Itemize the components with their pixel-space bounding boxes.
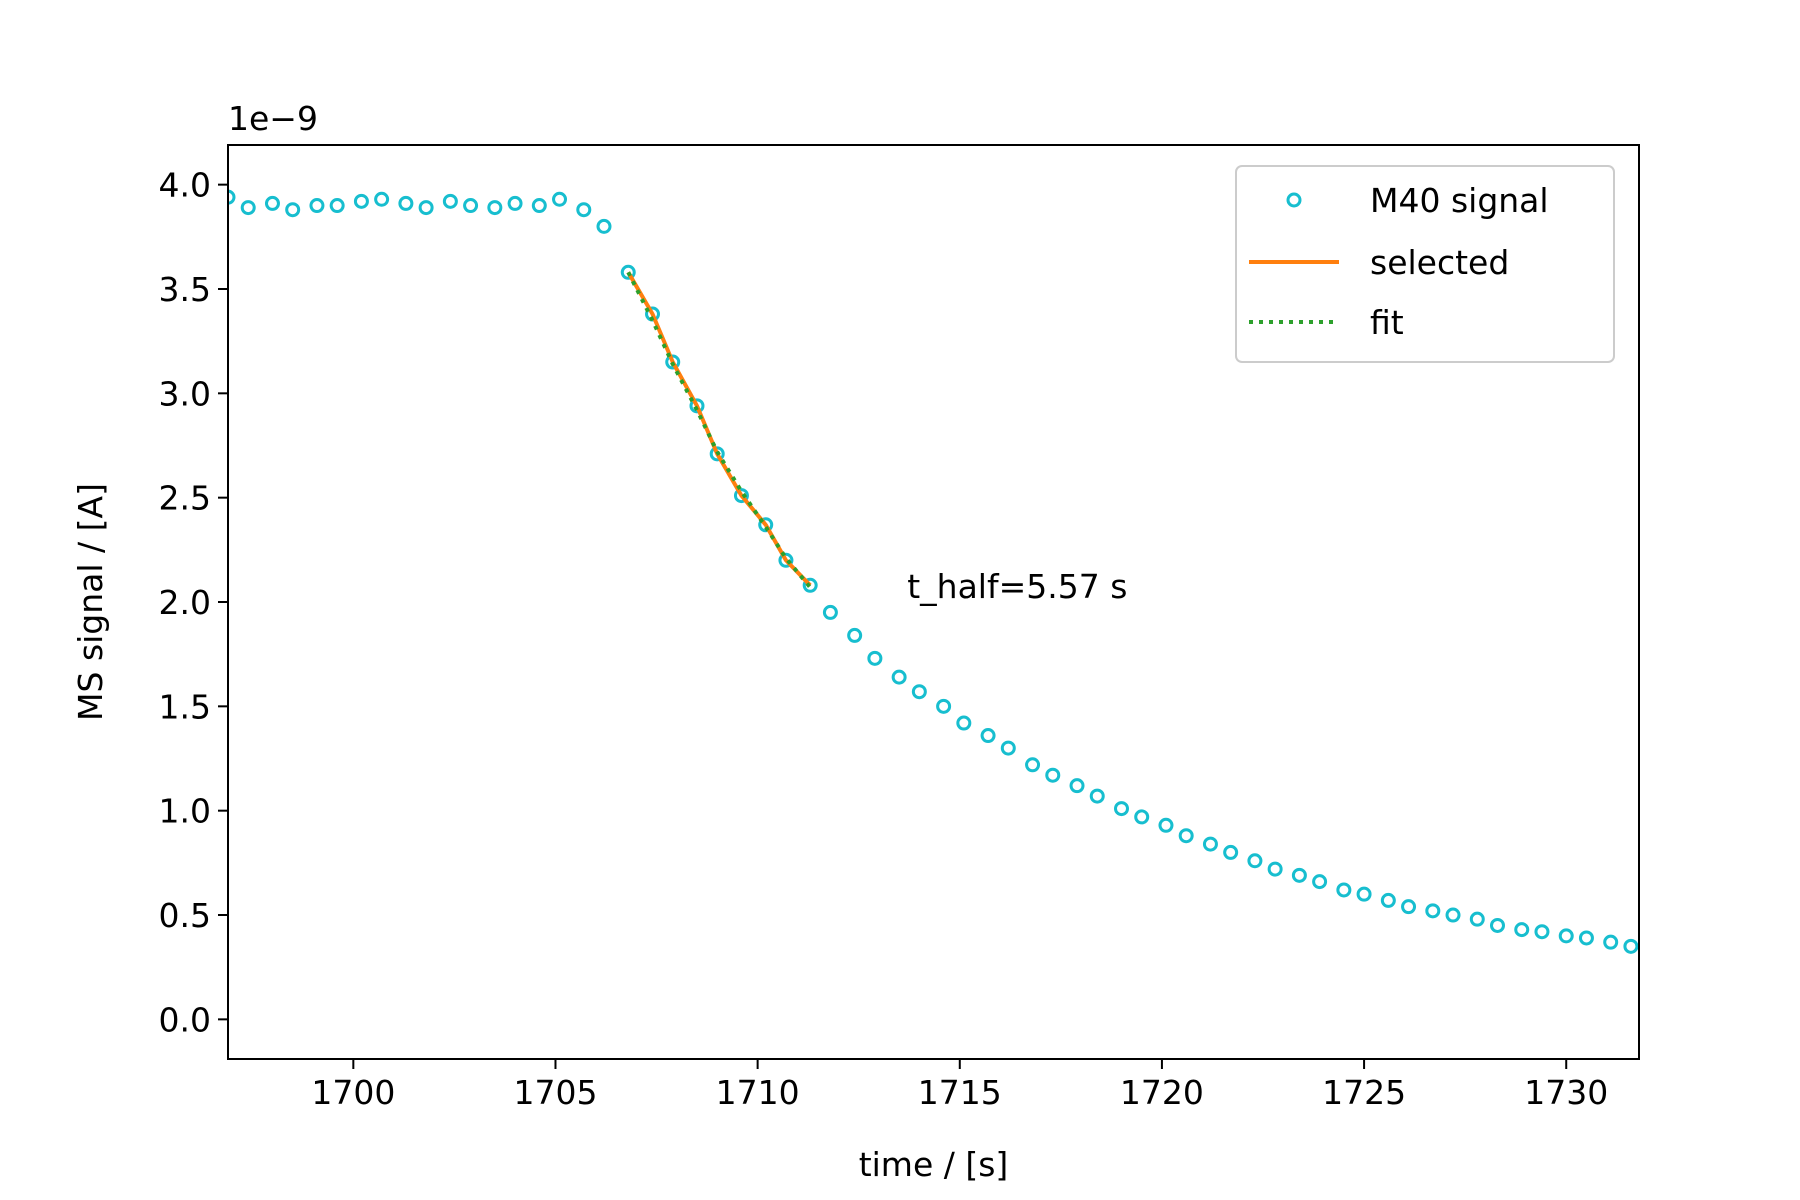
m40-signal-point xyxy=(1247,853,1263,869)
x-axis-label: time / [s] xyxy=(859,1145,1009,1184)
legend-marker-m40-signal xyxy=(1286,192,1302,208)
y-tick-label: 2.5 xyxy=(159,479,211,518)
m40-signal-point xyxy=(802,577,818,593)
m40-signal-point xyxy=(1425,903,1441,919)
m40-signal-point xyxy=(891,669,907,685)
y-tick-label: 3.5 xyxy=(159,270,211,309)
m40-signal-point xyxy=(936,698,952,714)
m40-signal-point xyxy=(1603,934,1619,950)
y-tick-label: 0.5 xyxy=(159,896,211,935)
x-tick-label: 1710 xyxy=(716,1073,800,1112)
m40-signal-point xyxy=(1045,767,1061,783)
m40-signal-point xyxy=(1000,740,1016,756)
m40-signal-point xyxy=(374,191,390,207)
m40-signal-point xyxy=(240,200,256,216)
m40-signal-point xyxy=(1267,861,1283,877)
m40-signal-point xyxy=(980,728,996,744)
m40-signal-point xyxy=(1445,907,1461,923)
m40-signal-point xyxy=(552,191,568,207)
legend-box xyxy=(1235,165,1615,363)
x-tick-label: 1715 xyxy=(918,1073,1002,1112)
m40-signal-point xyxy=(1069,778,1085,794)
m40-signal-point xyxy=(1356,886,1372,902)
m40-signal-point xyxy=(620,264,636,280)
m40-signal-point xyxy=(1489,917,1505,933)
m40-signal-point xyxy=(1380,892,1396,908)
m40-signal-point xyxy=(285,202,301,218)
x-tick-label: 1700 xyxy=(311,1073,395,1112)
m40-signal-point xyxy=(1578,930,1594,946)
m40-signal-point xyxy=(956,715,972,731)
legend: M40 signal selected fit xyxy=(1235,165,1615,363)
legend-label-m40-signal: M40 signal xyxy=(1370,181,1549,220)
m40-signal-point xyxy=(596,218,612,234)
m40-signal-point xyxy=(228,189,236,205)
y-axis: 0.0 0.5 1.0 1.5 2.0 2.5 3.0 3.5 4.0 xyxy=(159,166,228,1039)
m40-signal-point xyxy=(442,193,458,209)
m40-signal-point xyxy=(1158,817,1174,833)
m40-signal-point xyxy=(1336,882,1352,898)
m40-signal-point xyxy=(911,684,927,700)
x-tick-label: 1730 xyxy=(1524,1073,1608,1112)
m40-signal-point xyxy=(1534,924,1550,940)
x-axis: 1700 1705 1710 1715 1720 1725 1730 xyxy=(311,1059,1608,1112)
m40-signal-point xyxy=(1025,757,1041,773)
m40-signal-point xyxy=(1558,928,1574,944)
m40-signal-point xyxy=(1223,844,1239,860)
m40-signal-point xyxy=(758,517,774,533)
m40-signal-point xyxy=(531,198,547,214)
x-tick-label: 1705 xyxy=(513,1073,597,1112)
m40-signal-point xyxy=(867,650,883,666)
m40-signal-point xyxy=(1401,899,1417,915)
y-axis-label: MS signal / [A] xyxy=(71,483,110,721)
m40-signal-point xyxy=(1113,801,1129,817)
m40-signal-point xyxy=(1469,911,1485,927)
m40-signal-point xyxy=(1202,836,1218,852)
m40-signal-point xyxy=(1291,867,1307,883)
x-tick-label: 1720 xyxy=(1120,1073,1204,1112)
m40-signal-point xyxy=(576,202,592,218)
m40-signal-point xyxy=(264,195,280,211)
m40-signal-point xyxy=(463,198,479,214)
m40-signal-point xyxy=(1312,874,1328,890)
m40-signal-point xyxy=(353,193,369,209)
y-tick-label: 1.0 xyxy=(159,792,211,831)
m40-signal-point xyxy=(507,195,523,211)
m40-signal-point xyxy=(329,198,345,214)
m40-signal-point xyxy=(1178,828,1194,844)
data-layer xyxy=(228,189,1639,954)
m40-signal-point xyxy=(1623,938,1639,954)
m40-signal-point xyxy=(1089,788,1105,804)
m40-signal-point xyxy=(689,398,705,414)
legend-label-fit: fit xyxy=(1370,303,1404,342)
m40-signal-point xyxy=(709,446,725,462)
m40-signal-point xyxy=(822,604,838,620)
m40-signal-point xyxy=(398,195,414,211)
y-tick-label: 2.0 xyxy=(159,583,211,622)
m40-signal-point xyxy=(1514,922,1530,938)
fit-line xyxy=(626,271,812,589)
m40-signal-point xyxy=(665,354,681,370)
m40-signal-point xyxy=(1134,809,1150,825)
y-tick-label: 0.0 xyxy=(159,1000,211,1039)
m40-signal-point xyxy=(487,200,503,216)
y-offset-label: 1e−9 xyxy=(228,99,318,138)
m40-signal-point xyxy=(309,198,325,214)
legend-label-selected: selected xyxy=(1370,243,1509,282)
annotation-t-half: t_half=5.57 s xyxy=(907,567,1127,606)
y-tick-label: 1.5 xyxy=(159,687,211,726)
x-tick-label: 1725 xyxy=(1322,1073,1406,1112)
m40-signal-point xyxy=(847,627,863,643)
y-tick-label: 3.0 xyxy=(159,374,211,413)
y-tick-label: 4.0 xyxy=(159,166,211,205)
m40-signal-point xyxy=(418,200,434,216)
m40-signal-point xyxy=(733,488,749,504)
m40-signal-point xyxy=(778,552,794,568)
